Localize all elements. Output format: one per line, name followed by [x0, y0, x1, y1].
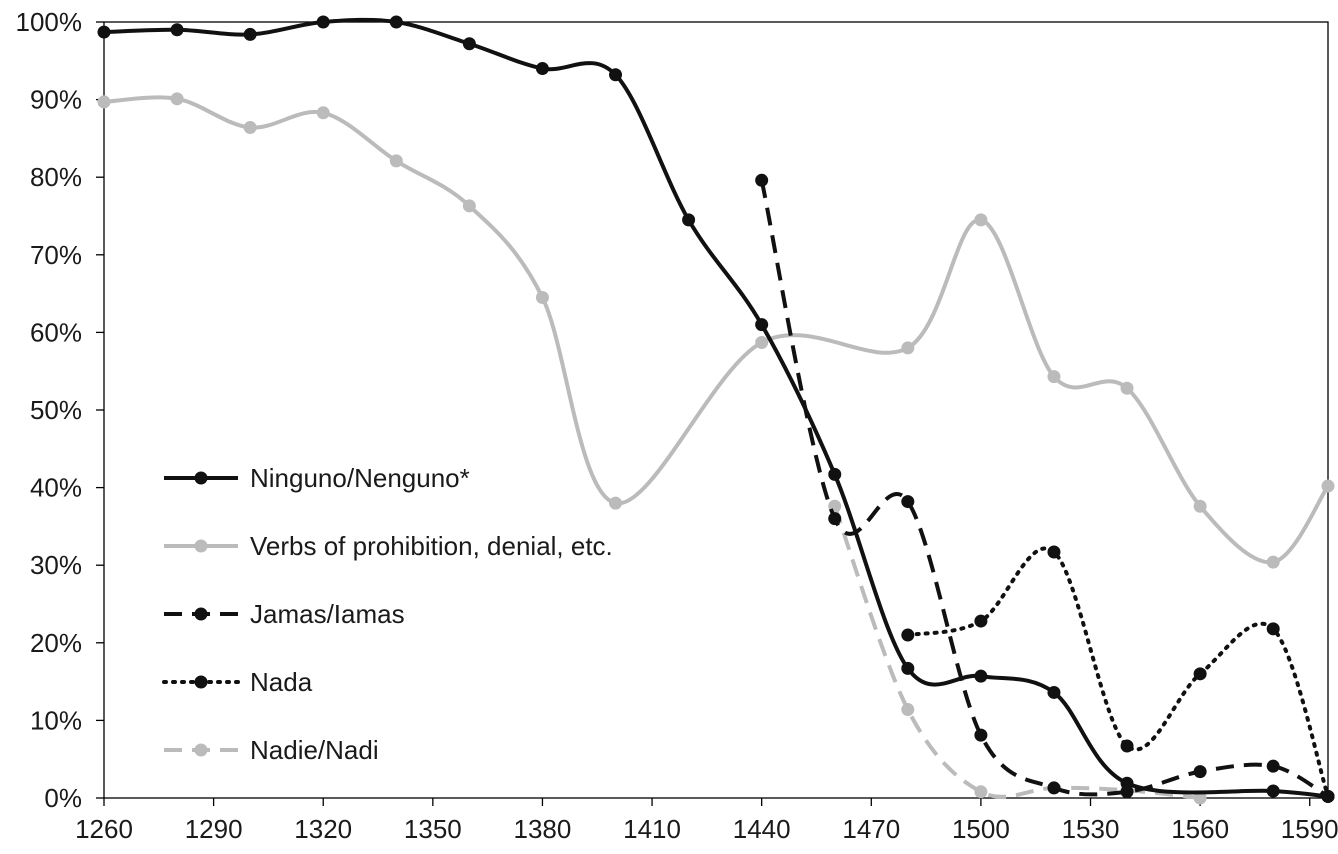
data-point — [755, 173, 769, 187]
data-point — [1321, 479, 1335, 493]
data-point — [97, 25, 111, 39]
y-axis: 0% 10% 20% 30% 40% 50% 60% 70% 80% 90% 100% — [16, 7, 104, 813]
data-point — [1120, 785, 1134, 799]
data-point — [170, 23, 184, 37]
data-point — [901, 661, 915, 675]
data-point — [243, 121, 257, 135]
x-tick-label: 1530 — [1062, 814, 1120, 844]
series-line — [905, 546, 1330, 799]
legend-marker — [194, 675, 208, 689]
series-verbs-of-prohibition-denial-etc — [97, 92, 1335, 569]
data-point — [170, 92, 184, 106]
series-line — [759, 179, 1330, 799]
data-point — [535, 290, 549, 304]
legend-item-nada: Nada — [162, 667, 313, 697]
legend-label: Ninguno/Nenguno* — [250, 463, 470, 493]
data-point — [1193, 791, 1207, 805]
x-tick-label: 1470 — [842, 814, 900, 844]
series-nadie-nadi — [828, 499, 1207, 805]
x-tick-label: 1440 — [733, 814, 791, 844]
y-tick-label: 100% — [16, 7, 83, 37]
data-point — [1193, 765, 1207, 779]
data-point — [535, 62, 549, 76]
y-tick-label: 40% — [30, 473, 82, 503]
legend-item-jamas-iamas: Jamas/Iamas — [164, 599, 405, 629]
data-point — [1266, 555, 1280, 569]
data-point — [974, 213, 988, 227]
legend-label: Verbs of prohibition, denial, etc. — [250, 531, 613, 561]
x-tick-label: 1320 — [294, 814, 352, 844]
data-point — [1193, 667, 1207, 681]
data-point — [1047, 685, 1061, 699]
legend-label: Jamas/Iamas — [250, 599, 405, 629]
data-point — [901, 703, 915, 717]
data-point — [901, 341, 915, 355]
data-point — [1120, 381, 1134, 395]
x-tick-label: 1410 — [623, 814, 681, 844]
data-point — [828, 467, 842, 481]
data-point — [1321, 789, 1335, 803]
x-axis: 1260 1290 1320 1350 1380 1410 1440 1470 1500 1530… — [75, 798, 1338, 844]
data-point — [755, 318, 769, 332]
series-jamas-iamas — [755, 173, 1335, 803]
data-point — [462, 37, 476, 51]
legend-marker — [194, 743, 208, 757]
data-point — [1266, 622, 1280, 636]
data-point — [1266, 784, 1280, 798]
data-point — [462, 199, 476, 213]
data-point — [755, 335, 769, 349]
data-point — [609, 68, 623, 82]
legend-item-ninguno-nenguno: Ninguno/Nenguno* — [164, 463, 470, 493]
legend-label: Nadie/Nadi — [250, 735, 379, 765]
y-tick-label: 50% — [30, 395, 82, 425]
x-tick-label: 1560 — [1171, 814, 1229, 844]
data-point — [1193, 499, 1207, 513]
data-point — [389, 15, 403, 29]
data-point — [828, 512, 842, 526]
y-tick-label: 70% — [30, 240, 82, 270]
data-point — [1047, 370, 1061, 384]
x-tick-label: 1260 — [75, 814, 133, 844]
data-point — [974, 785, 988, 799]
y-tick-label: 80% — [30, 162, 82, 192]
x-tick-label: 1590 — [1281, 814, 1338, 844]
data-point — [974, 669, 988, 683]
legend-marker — [194, 607, 208, 621]
series-nada — [901, 545, 1335, 803]
legend-item-nadie-nadi: Nadie/Nadi — [164, 735, 379, 765]
y-tick-label: 10% — [30, 705, 82, 735]
data-point — [974, 728, 988, 742]
x-tick-label: 1290 — [185, 814, 243, 844]
data-point — [1047, 781, 1061, 795]
data-point — [316, 15, 330, 29]
series-line — [832, 505, 1201, 800]
legend-marker — [194, 471, 208, 485]
y-tick-label: 60% — [30, 317, 82, 347]
x-tick-label: 1500 — [952, 814, 1010, 844]
data-point — [97, 95, 111, 109]
y-tick-label: 90% — [30, 85, 82, 115]
data-point — [1047, 545, 1061, 559]
data-point — [901, 495, 915, 509]
legend-item-verbs-of-prohibition-denial-etc: Verbs of prohibition, denial, etc. — [164, 531, 613, 561]
data-point — [974, 614, 988, 628]
data-point — [389, 154, 403, 168]
data-point — [316, 106, 330, 120]
data-point — [1266, 759, 1280, 773]
data-point — [243, 27, 257, 41]
y-tick-label: 20% — [30, 628, 82, 658]
y-tick-label: 0% — [44, 783, 82, 813]
x-tick-label: 1380 — [514, 814, 572, 844]
data-point — [901, 628, 915, 642]
series-layer — [97, 15, 1335, 805]
x-tick-label: 1350 — [404, 814, 462, 844]
legend-label: Nada — [250, 667, 313, 697]
data-point — [682, 213, 696, 227]
y-tick-label: 30% — [30, 550, 82, 580]
legend: Ninguno/Nenguno* Verbs of prohibition, de… — [162, 463, 613, 765]
legend-marker — [194, 539, 208, 553]
data-point — [1120, 739, 1134, 753]
data-point — [609, 496, 623, 510]
